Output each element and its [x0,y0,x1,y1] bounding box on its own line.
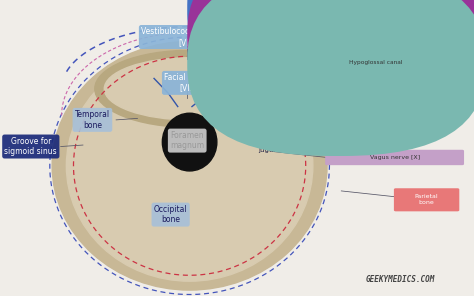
FancyBboxPatch shape [187,0,474,156]
Text: Vestibulocochlear nerve
[VIII]: Vestibulocochlear nerve [VIII] [141,27,233,47]
Ellipse shape [66,50,313,281]
Text: Glossopharyngeal nerve [IX]: Glossopharyngeal nerve [IX] [350,92,439,96]
Text: Vagus nerve [X]: Vagus nerve [X] [370,111,419,115]
Text: Hypoglossal canal: Hypoglossal canal [349,60,403,65]
Text: Parietal
bone: Parietal bone [415,194,438,205]
Text: GEEKYMEDICS.COM: GEEKYMEDICS.COM [366,275,435,284]
Text: Facial nerve
[VII]: Facial nerve [VII] [164,73,210,93]
Text: Internal
jugular vein: Internal jugular vein [258,140,300,153]
Text: Occipital
bone: Occipital bone [154,205,187,224]
FancyBboxPatch shape [187,0,474,129]
FancyBboxPatch shape [325,150,464,165]
Ellipse shape [95,50,284,127]
Text: Groove for
sigmoid sinus: Groove for sigmoid sinus [4,137,57,156]
Ellipse shape [104,58,275,120]
Ellipse shape [162,113,217,171]
Text: Temporal
bone: Temporal bone [75,110,110,130]
Text: Vagus nerve [X]: Vagus nerve [X] [370,155,419,160]
FancyBboxPatch shape [187,0,474,103]
FancyBboxPatch shape [394,188,459,211]
Ellipse shape [52,41,327,290]
FancyBboxPatch shape [325,86,464,102]
Text: Internal auditory meatus: Internal auditory meatus [349,7,422,12]
Text: Jugular foramen: Jugular foramen [349,34,397,38]
Text: Foramen
magnum: Foramen magnum [170,131,204,150]
FancyBboxPatch shape [325,105,464,121]
